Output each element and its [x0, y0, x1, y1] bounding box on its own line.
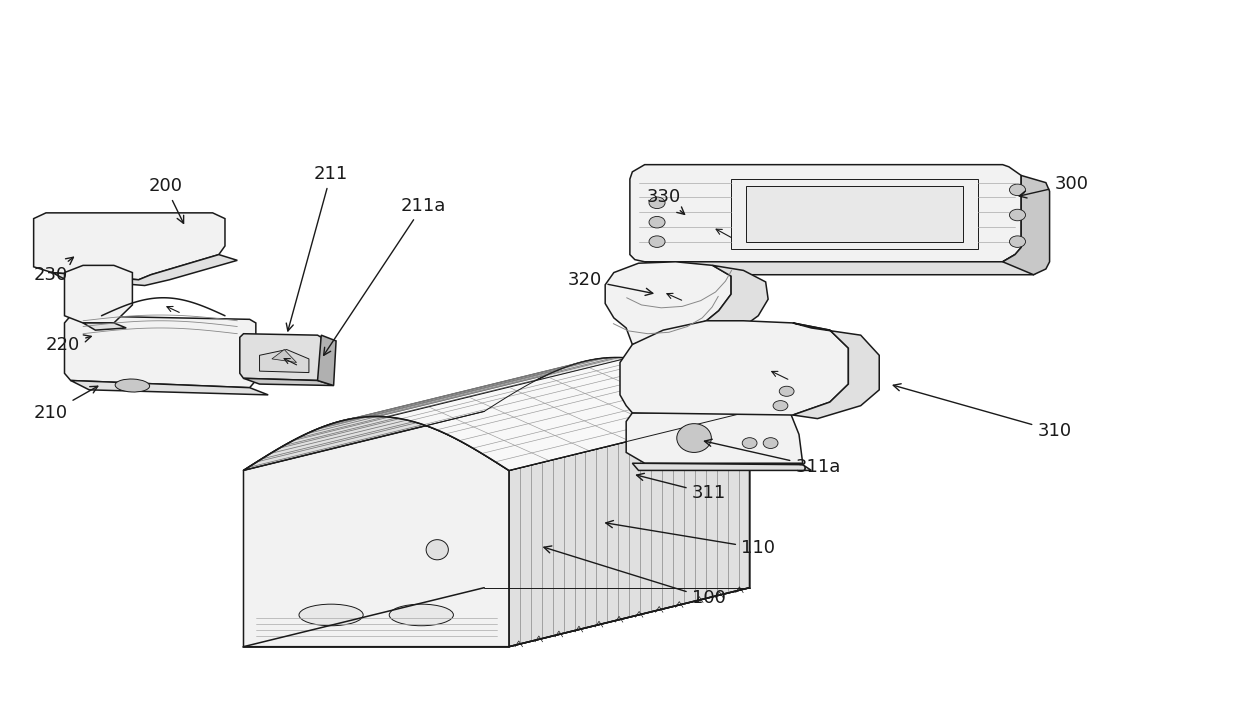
Ellipse shape — [1009, 184, 1025, 196]
Polygon shape — [746, 186, 963, 241]
Ellipse shape — [389, 604, 454, 626]
Ellipse shape — [649, 197, 665, 209]
Polygon shape — [387, 358, 750, 471]
Text: 100: 100 — [544, 546, 725, 608]
Polygon shape — [52, 254, 237, 286]
Polygon shape — [620, 320, 848, 415]
Polygon shape — [707, 265, 768, 334]
Text: 200: 200 — [149, 177, 184, 223]
Text: 220: 220 — [46, 335, 92, 354]
Polygon shape — [626, 413, 802, 463]
Polygon shape — [630, 165, 1022, 262]
Polygon shape — [508, 411, 750, 647]
Polygon shape — [64, 315, 255, 388]
Polygon shape — [484, 357, 750, 588]
Ellipse shape — [763, 438, 777, 449]
Text: 310: 310 — [893, 384, 1071, 440]
Ellipse shape — [299, 604, 363, 626]
Polygon shape — [64, 265, 133, 323]
Polygon shape — [239, 334, 321, 381]
Ellipse shape — [649, 217, 665, 228]
Polygon shape — [243, 588, 750, 647]
Text: 311: 311 — [636, 473, 725, 502]
Text: 110: 110 — [606, 521, 775, 557]
Text: 300: 300 — [1019, 175, 1089, 198]
Polygon shape — [33, 213, 224, 280]
Ellipse shape — [649, 236, 665, 247]
Polygon shape — [83, 323, 126, 330]
Polygon shape — [243, 416, 508, 647]
Text: 320: 320 — [568, 270, 652, 295]
Text: 311a: 311a — [704, 439, 841, 476]
Polygon shape — [272, 349, 296, 362]
Polygon shape — [243, 378, 334, 386]
Polygon shape — [732, 179, 978, 249]
Text: 330: 330 — [647, 188, 684, 215]
Ellipse shape — [1009, 210, 1025, 221]
Ellipse shape — [427, 539, 449, 560]
Ellipse shape — [115, 379, 150, 392]
Text: 211: 211 — [286, 165, 348, 331]
Polygon shape — [259, 349, 309, 373]
Polygon shape — [71, 381, 268, 395]
Polygon shape — [792, 323, 879, 418]
Ellipse shape — [773, 401, 787, 410]
Polygon shape — [1003, 175, 1049, 275]
Ellipse shape — [1009, 236, 1025, 247]
Text: 211a: 211a — [324, 196, 445, 355]
Polygon shape — [317, 335, 336, 386]
Polygon shape — [243, 357, 750, 471]
Ellipse shape — [677, 423, 712, 452]
Text: 230: 230 — [33, 257, 73, 283]
Polygon shape — [645, 254, 1045, 275]
Polygon shape — [605, 262, 732, 344]
Ellipse shape — [779, 386, 794, 397]
Text: 210: 210 — [33, 386, 98, 422]
Polygon shape — [632, 463, 811, 471]
Ellipse shape — [743, 438, 758, 449]
